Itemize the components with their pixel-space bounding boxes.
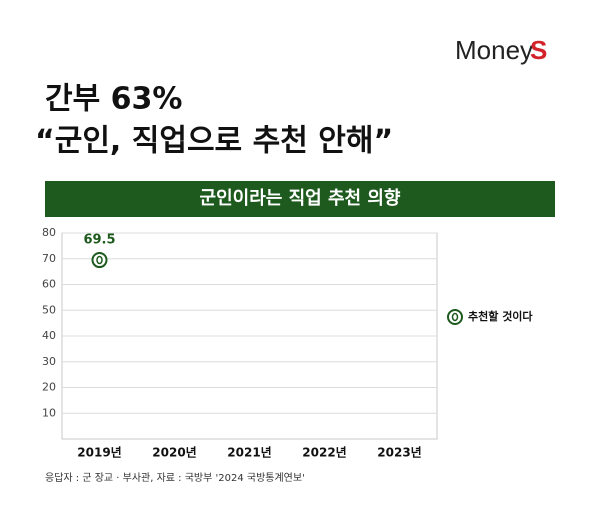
x-tick-label: 2022년 [302,446,346,460]
brand: Money [455,35,533,65]
y-tick-label: 60 [42,278,56,291]
y-tick-label: 50 [42,303,56,316]
x-tick-label: 2019년 [77,446,121,460]
value-label: 69.5 [83,233,115,248]
headline: 간부 63% [45,82,182,117]
legend-marker-inner [451,312,459,322]
y-tick-label: 40 [42,329,56,342]
legend-label: 추천할 것이다 [468,309,533,323]
headline: “군인, 직업으로 추천 안해” [35,124,393,159]
chart-title-banner [45,181,555,217]
y-tick-label: 20 [42,381,56,394]
x-tick-label: 2021년 [227,446,271,460]
source: 응답자 : 군 장교 · 부사관, 자료 : 국방부 '2024 국방통계연보' [45,472,305,484]
point-inner [96,255,103,265]
x-tick-label: 2020년 [152,446,196,460]
legend-marker [447,309,463,325]
y-tick-label: 30 [42,355,56,368]
y-tick-label: 10 [42,406,56,419]
brand-accent: S [530,35,547,65]
chart-title: 군인이라는 직업 추천 의향 [200,188,401,209]
y-tick-label: 80 [42,226,56,239]
y-tick-label: 70 [42,252,56,265]
point [91,252,108,269]
x-tick-label: 2023년 [377,446,421,460]
